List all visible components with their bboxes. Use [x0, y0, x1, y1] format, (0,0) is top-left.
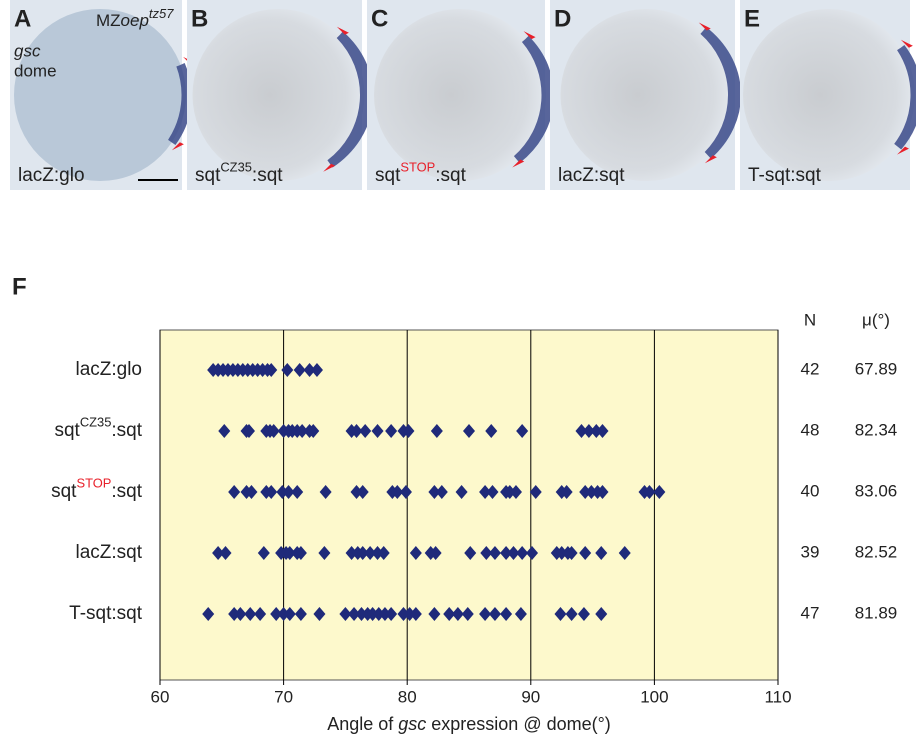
label-part: sqt	[375, 165, 401, 186]
x-tick-label: 100	[640, 687, 668, 706]
n-value: 39	[801, 542, 820, 561]
plot-area	[160, 330, 778, 680]
superscript: STOP	[76, 476, 111, 491]
label: lacZ:sqt	[558, 165, 625, 186]
panel-letter: E	[744, 5, 760, 32]
mean-value: 82.34	[855, 420, 898, 439]
panel-letter: C	[371, 5, 388, 32]
label: T-sqt:sqt	[69, 603, 143, 624]
label: lacZ:glo	[18, 165, 85, 186]
label-part: :sqt	[111, 481, 142, 502]
label-part: lacZ:sqt	[75, 542, 142, 563]
panel-letter: B	[191, 5, 208, 32]
genotype-part: MZ	[96, 11, 121, 30]
x-tick-label: 70	[274, 687, 293, 706]
n-value: 40	[801, 481, 820, 500]
mean-value: 81.89	[855, 603, 898, 622]
embryo	[743, 9, 915, 181]
superscript: CZ35	[220, 160, 252, 175]
label-part: T-sqt:sqt	[69, 603, 143, 624]
n-value: 42	[801, 359, 820, 378]
label: T-sqt:sqt	[748, 165, 822, 186]
label: lacZ:glo	[75, 359, 142, 380]
gene-label: gsc	[14, 41, 41, 60]
figure: AlacZ:gloBsqtCZ35:sqtCsqtSTOP:sqtDlacZ:s…	[0, 0, 916, 744]
label-part: lacZ:glo	[75, 359, 142, 380]
label: sqtSTOP:sqt	[51, 476, 143, 502]
x-axis-label: Angle of gsc expression @ dome(°)	[327, 714, 611, 734]
superscript: STOP	[400, 160, 435, 175]
label-part: sqt	[51, 481, 77, 502]
x-tick-label: 60	[151, 687, 170, 706]
label-part: Angle of	[327, 714, 398, 734]
stage-label: dome	[14, 61, 57, 80]
panel-letter: A	[14, 5, 31, 32]
mean-value: 82.52	[855, 542, 898, 561]
label-part: sqt	[54, 420, 80, 441]
mean-value: 83.06	[855, 481, 898, 500]
label-part: lacZ:glo	[18, 165, 85, 186]
label: lacZ:sqt	[75, 542, 142, 563]
genotype-part: oep	[121, 11, 149, 30]
embryo	[14, 9, 186, 181]
x-tick-label: 110	[764, 687, 791, 706]
label-part: :sqt	[111, 420, 142, 441]
label: sqtCZ35:sqt	[54, 415, 142, 441]
x-tick-label: 80	[398, 687, 417, 706]
label-part: :sqt	[252, 165, 283, 186]
label-part: gsc	[398, 714, 426, 734]
mean-header: μ(°)	[862, 310, 890, 329]
panel-letter: F	[12, 273, 27, 300]
superscript: tz57	[149, 6, 174, 21]
label-part: :sqt	[435, 165, 466, 186]
x-tick-label: 90	[521, 687, 540, 706]
n-value: 48	[801, 420, 820, 439]
label-part: lacZ:sqt	[558, 165, 625, 186]
n-value: 47	[801, 603, 820, 622]
superscript: CZ35	[80, 415, 112, 430]
panel-letter: D	[554, 5, 571, 32]
label-part: sqt	[195, 165, 221, 186]
mean-value: 67.89	[855, 359, 898, 378]
label-part: T-sqt:sqt	[748, 165, 822, 186]
label-part: expression @ dome(°)	[426, 714, 611, 734]
n-header: N	[804, 310, 816, 329]
